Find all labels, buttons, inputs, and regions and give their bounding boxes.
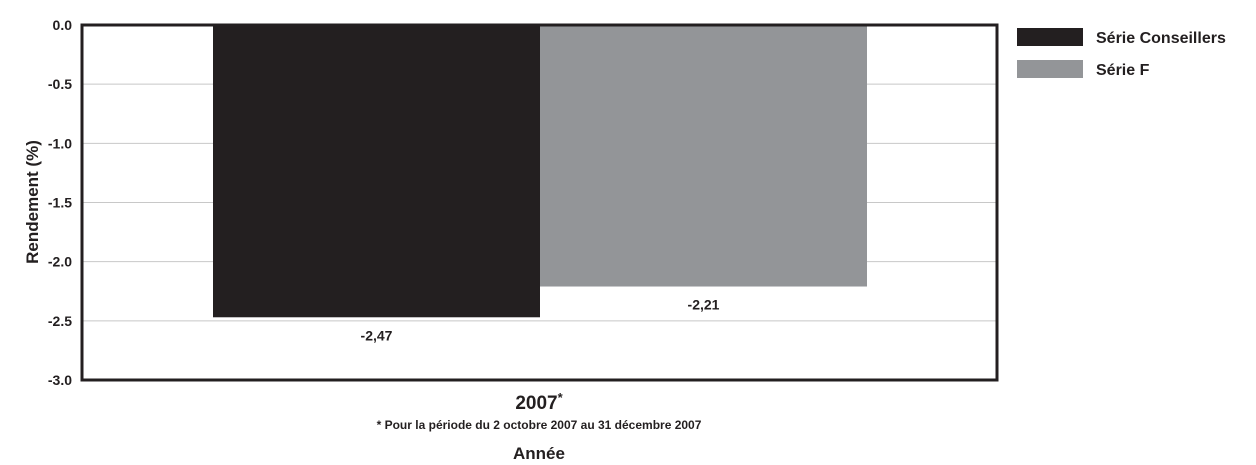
y-tick-label: -0.5	[48, 76, 72, 92]
legend: Série Conseillers Série F	[1017, 28, 1226, 79]
bar-value-label: -2,21	[688, 297, 720, 313]
category-marker: *	[558, 390, 564, 405]
bar	[540, 25, 867, 287]
y-tick-label: -1.5	[48, 195, 72, 211]
legend-label: Série F	[1096, 62, 1150, 79]
plot-frame	[80, 23, 999, 382]
x-axis-label: Année	[513, 444, 565, 463]
y-tick-label: -1.0	[48, 135, 72, 151]
y-tick-label: -2.5	[48, 313, 72, 329]
y-tick-label: -3.0	[48, 372, 72, 388]
bar	[213, 25, 540, 318]
data-labels: -2,47 -2,21	[361, 297, 720, 344]
y-tick-label: 0.0	[53, 17, 73, 33]
legend-label: Série Conseillers	[1096, 30, 1226, 47]
category-label: 2007*	[515, 390, 563, 414]
bar-value-label: -2,47	[361, 327, 393, 343]
y-axis-label: Rendement (%)	[23, 140, 42, 264]
bars	[213, 25, 867, 318]
footnote: * Pour la période du 2 octobre 2007 au 3…	[377, 418, 702, 432]
y-axis-ticks: 0.0 -0.5 -1.0 -1.5 -2.0 -2.5 -3.0	[48, 17, 72, 388]
y-tick-label: -2.0	[48, 254, 72, 270]
category-name: 2007	[515, 393, 557, 414]
legend-swatch	[1017, 60, 1083, 78]
legend-swatch	[1017, 28, 1083, 46]
